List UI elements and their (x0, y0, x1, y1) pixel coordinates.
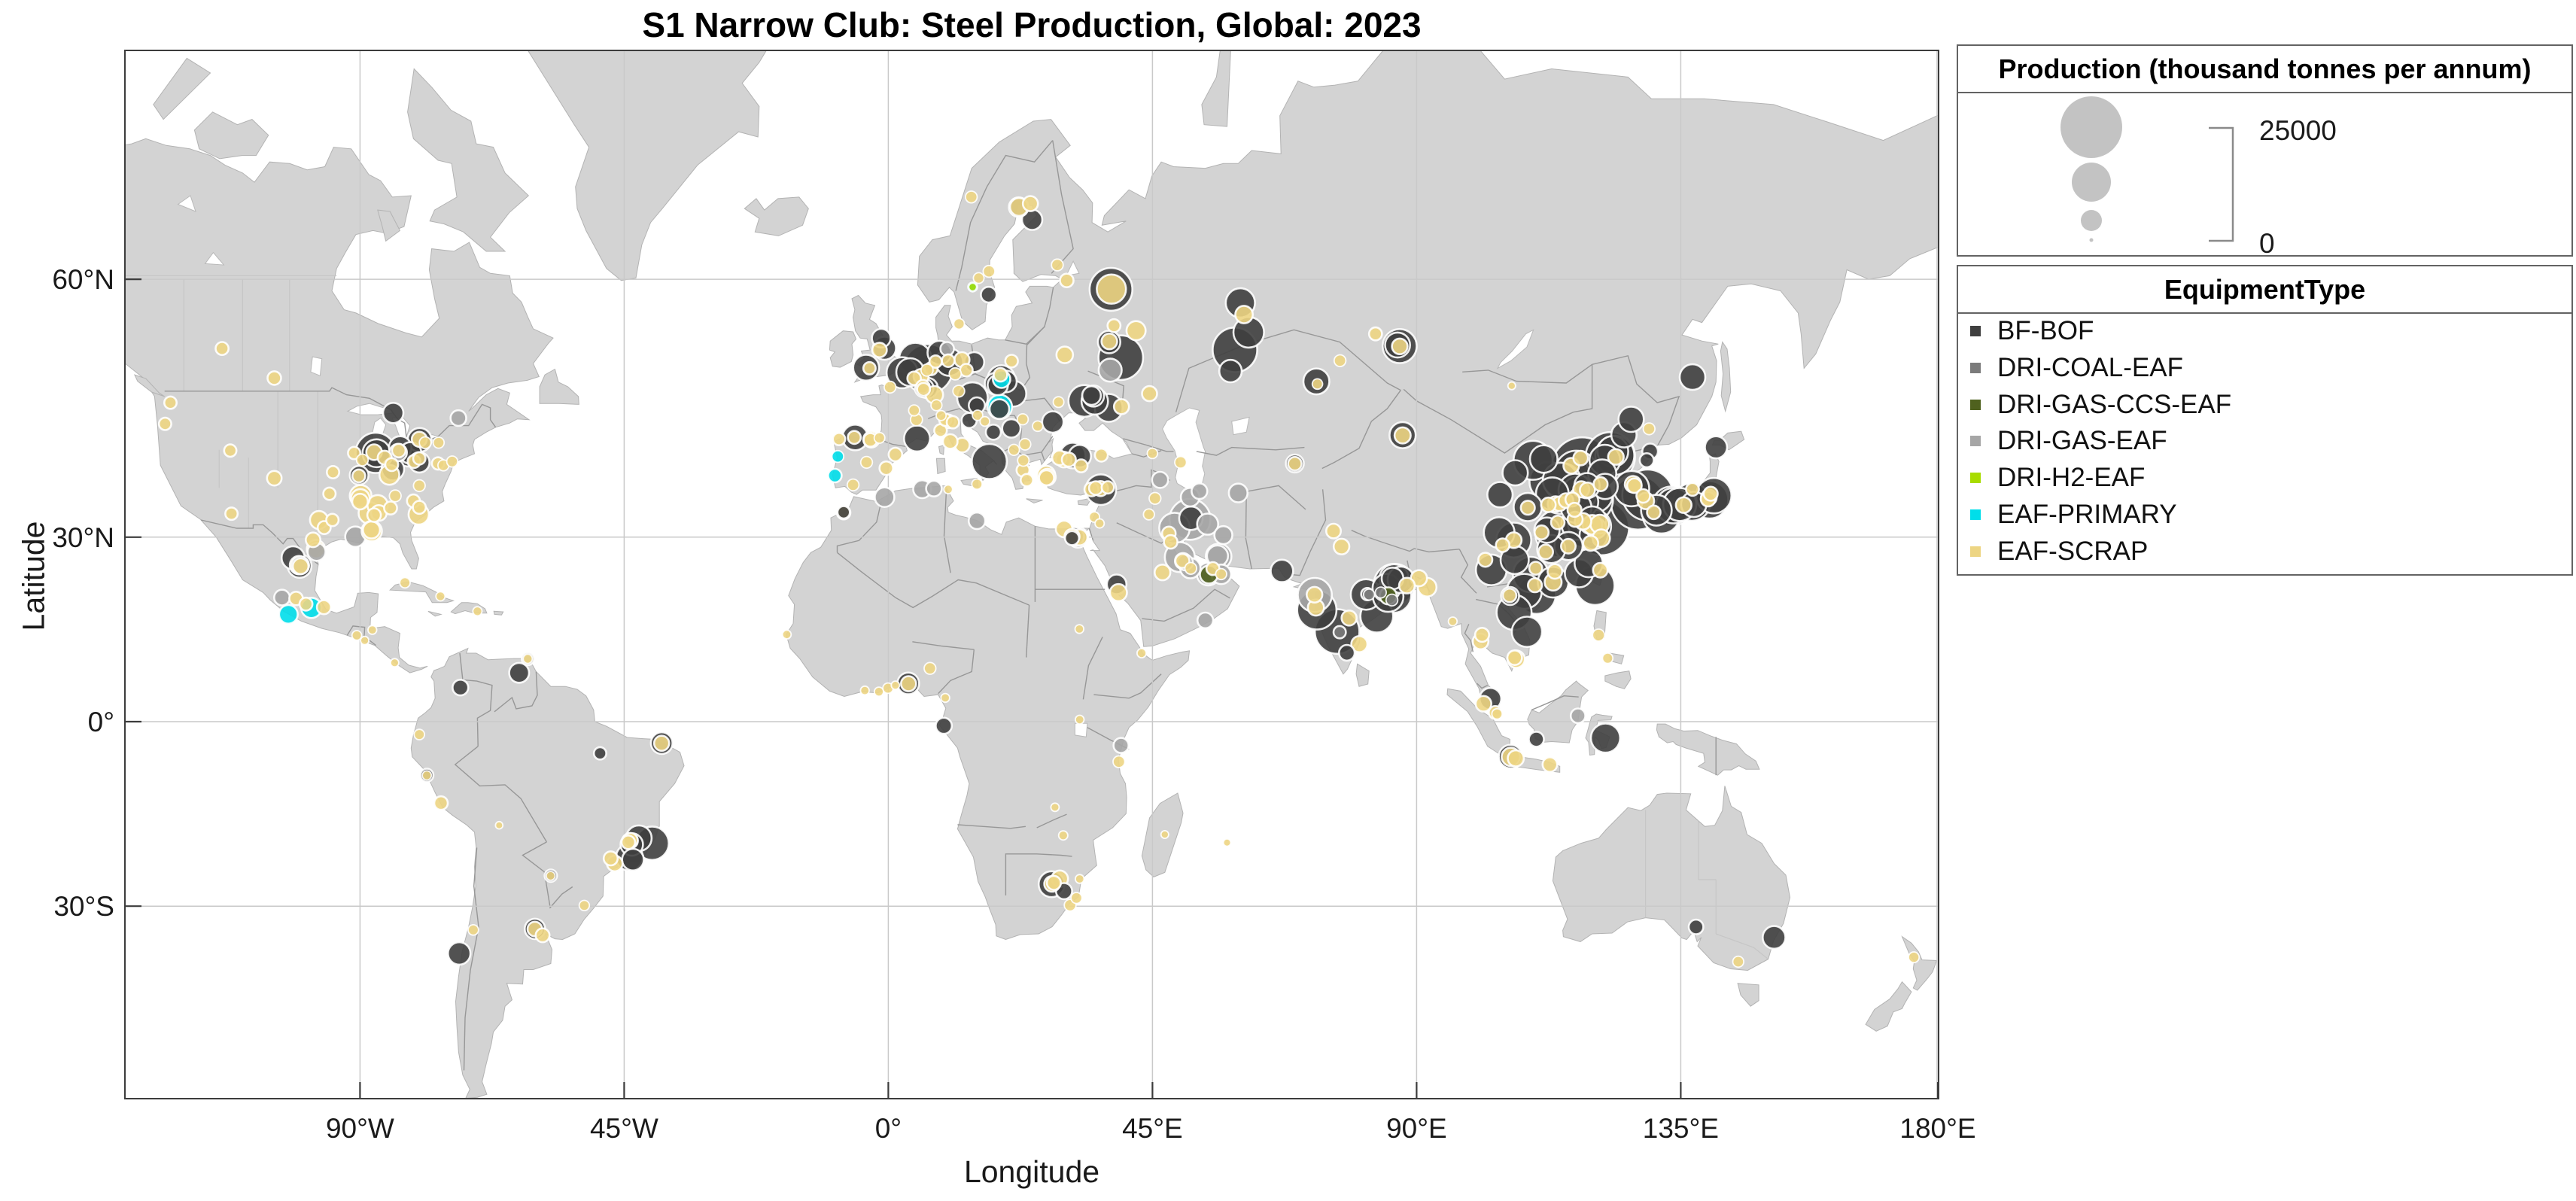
x-axis-label: Longitude (963, 1154, 1100, 1189)
y-tick-label: 0° (88, 707, 114, 737)
legend-item-dri-gas-ccs-eaf: DRI-GAS-CCS-EAF (1970, 390, 2571, 420)
plot-border (124, 50, 1939, 1099)
legend-item-bf-bof: BF-BOF (1970, 316, 2571, 346)
x-tick-label: 90°E (1386, 1113, 1447, 1144)
legend-item-label: DRI-GAS-EAF (1997, 426, 2167, 456)
dri-gas-eaf-swatch-icon (1970, 436, 1981, 447)
dri-coal-eaf-swatch-icon (1970, 363, 1981, 374)
legend-item-dri-gas-eaf: DRI-GAS-EAF (1970, 426, 2571, 456)
x-tick-label: 0° (875, 1113, 902, 1144)
eaf-primary-swatch-icon (1970, 509, 1981, 520)
legend-item-eaf-scrap: EAF-SCRAP (1970, 537, 2571, 567)
x-tick-label: 180°E (1899, 1113, 1975, 1144)
chart-title: S1 Narrow Club: Steel Production, Global… (642, 5, 1422, 44)
legend-item-label: DRI-GAS-CCS-EAF (1997, 389, 2232, 419)
legend-item-dri-h2-eaf: DRI-H2-EAF (1970, 463, 2571, 493)
size-legend: Production (thousand tonnes per annum) 2… (1957, 44, 2573, 259)
legend-item-label: EAF-SCRAP (1997, 536, 2149, 566)
size-legend-min-label: 0 (2259, 228, 2275, 259)
bf-bof-swatch-icon (1970, 326, 1981, 337)
equipment-legend: EquipmentType BF-BOF DRI-COAL-EAF DRI-GA… (1957, 265, 2573, 576)
x-tick-label: 45°E (1122, 1113, 1183, 1144)
x-tick-label: 45°W (590, 1113, 658, 1144)
equipment-legend-title: EquipmentType (1958, 266, 2571, 314)
equipment-legend-items: BF-BOF DRI-COAL-EAF DRI-GAS-CCS-EAF DRI-… (1958, 313, 2571, 570)
x-tick-label: 135°E (1643, 1113, 1719, 1144)
map-layers (125, 50, 1939, 1099)
legend-item-label: DRI-COAL-EAF (1997, 353, 2183, 383)
dri-h2-eaf-swatch-icon (1970, 473, 1981, 484)
size-legend-max-label: 25000 (2259, 115, 2337, 146)
eaf-scrap-swatch-icon (1970, 546, 1981, 557)
legend-item-dri-coal-eaf: DRI-COAL-EAF (1970, 353, 2571, 383)
y-tick-label: 60°N (52, 264, 114, 295)
legend-item-eaf-primary: EAF-PRIMARY (1970, 500, 2571, 530)
y-axis-label: Latitude (16, 521, 51, 631)
legend-item-label: EAF-PRIMARY (1997, 499, 2177, 529)
y-tick-label: 30°N (52, 522, 114, 553)
x-tick-label: 90°W (326, 1113, 394, 1144)
legend-item-label: DRI-H2-EAF (1997, 463, 2146, 493)
size-legend-title: Production (thousand tonnes per annum) (1958, 46, 2571, 93)
legend-item-label: BF-BOF (1997, 316, 2094, 346)
y-tick-label: 30°S (53, 891, 114, 922)
dri-gas-ccs-eaf-swatch-icon (1970, 399, 1981, 410)
